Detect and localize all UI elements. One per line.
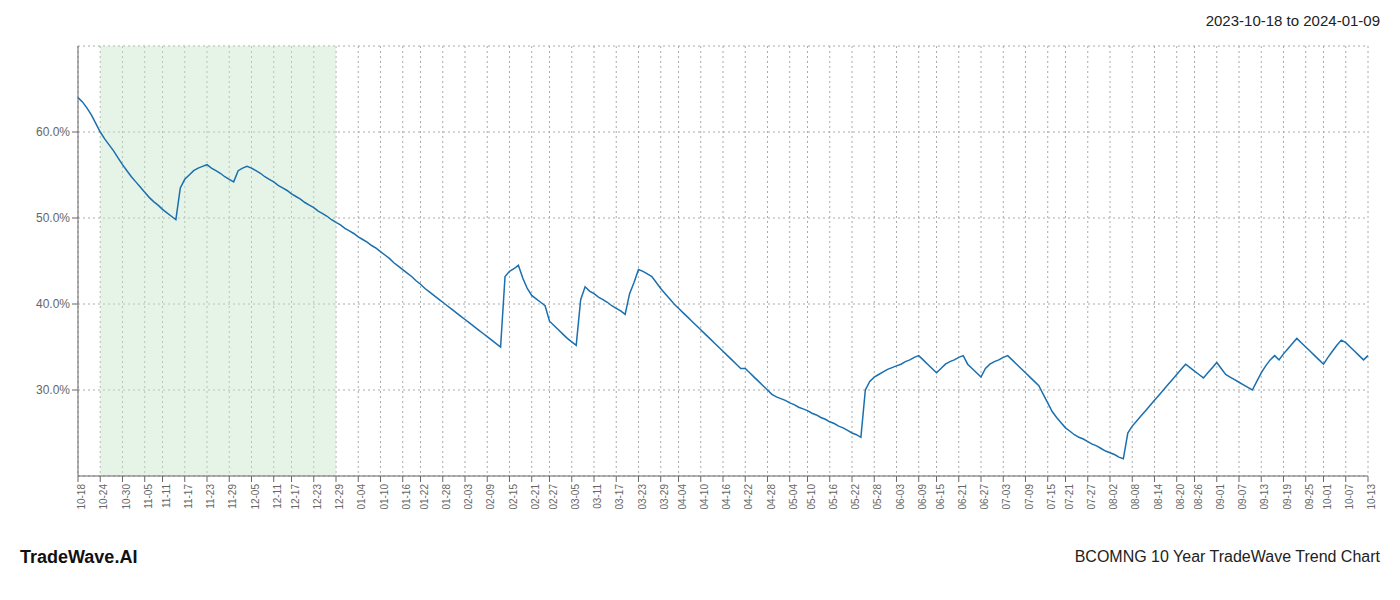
svg-text:50.0%: 50.0% [36, 211, 70, 225]
svg-text:07-15: 07-15 [1046, 484, 1057, 510]
svg-text:08-08: 08-08 [1130, 484, 1141, 510]
svg-text:10-07: 10-07 [1344, 484, 1355, 510]
svg-text:02-15: 02-15 [508, 484, 519, 510]
svg-text:08-20: 08-20 [1175, 484, 1186, 510]
svg-text:01-10: 01-10 [379, 484, 390, 510]
svg-text:04-10: 04-10 [699, 484, 710, 510]
svg-text:05-04: 05-04 [788, 484, 799, 510]
svg-text:09-07: 09-07 [1237, 484, 1248, 510]
svg-text:01-04: 01-04 [356, 484, 367, 510]
svg-text:09-19: 09-19 [1282, 484, 1293, 510]
svg-text:04-28: 04-28 [766, 484, 777, 510]
svg-text:12-05: 12-05 [250, 484, 261, 510]
svg-text:06-27: 06-27 [979, 484, 990, 510]
svg-text:07-03: 07-03 [1001, 484, 1012, 510]
svg-text:04-16: 04-16 [721, 484, 732, 510]
svg-text:10-13: 10-13 [1366, 484, 1377, 510]
svg-text:10-30: 10-30 [121, 484, 132, 510]
svg-text:11-17: 11-17 [183, 484, 194, 509]
html-text:BCOMNG 10 Year TradeWave Trend: BCOMNG 10 Year TradeWave Trend Chart [1074, 548, 1380, 565]
svg-text:08-26: 08-26 [1193, 484, 1204, 510]
svg-text:02-03: 02-03 [463, 484, 474, 510]
svg-text:60.0%: 60.0% [36, 125, 70, 139]
svg-text:01-28: 01-28 [441, 484, 452, 510]
svg-text:04-22: 04-22 [743, 484, 754, 510]
svg-text:08-02: 08-02 [1108, 484, 1119, 510]
svg-text:02-09: 02-09 [485, 484, 496, 510]
svg-text:06-15: 06-15 [935, 484, 946, 510]
svg-text:06-21: 06-21 [957, 484, 968, 510]
svg-text:06-03: 06-03 [895, 484, 906, 510]
svg-text:10-24: 10-24 [98, 484, 109, 510]
html-text:2023-10-18 to 2024-01-09: 2023-10-18 to 2024-01-09 [1205, 12, 1380, 29]
svg-text:05-22: 05-22 [850, 484, 861, 510]
svg-text:10-18: 10-18 [76, 484, 87, 510]
svg-text:07-21: 07-21 [1064, 484, 1075, 510]
svg-text:02-27: 02-27 [548, 484, 559, 510]
html-text:TradeWave.AI: TradeWave.AI [20, 546, 138, 567]
svg-text:30.0%: 30.0% [36, 383, 70, 397]
svg-text:07-27: 07-27 [1086, 484, 1097, 510]
svg-text:12-11: 12-11 [272, 484, 283, 509]
svg-text:05-10: 05-10 [806, 484, 817, 510]
svg-text:03-05: 03-05 [570, 484, 581, 510]
svg-text:02-21: 02-21 [530, 484, 541, 510]
svg-text:06-09: 06-09 [917, 484, 928, 510]
svg-text:12-23: 12-23 [312, 484, 323, 510]
svg-text:01-22: 01-22 [419, 484, 430, 510]
svg-text:03-29: 03-29 [659, 484, 670, 510]
svg-text:09-25: 09-25 [1304, 484, 1315, 510]
svg-text:01-16: 01-16 [401, 484, 412, 510]
svg-text:11-05: 11-05 [143, 484, 154, 509]
svg-text:11-23: 11-23 [205, 484, 216, 509]
svg-text:05-16: 05-16 [828, 484, 839, 510]
svg-text:09-01: 09-01 [1215, 484, 1226, 510]
svg-text:09-13: 09-13 [1259, 484, 1270, 510]
svg-text:11-11: 11-11 [161, 484, 172, 509]
svg-text:05-28: 05-28 [872, 484, 883, 510]
svg-text:11-29: 11-29 [227, 484, 238, 509]
svg-text:07-09: 07-09 [1024, 484, 1035, 510]
svg-text:08-14: 08-14 [1153, 484, 1164, 510]
svg-text:04-04: 04-04 [677, 484, 688, 510]
svg-text:10-01: 10-01 [1322, 484, 1333, 510]
svg-text:03-11: 03-11 [592, 484, 603, 509]
svg-text:12-29: 12-29 [334, 484, 345, 510]
svg-text:03-17: 03-17 [614, 484, 625, 510]
svg-text:03-23: 03-23 [637, 484, 648, 510]
svg-text:40.0%: 40.0% [36, 297, 70, 311]
svg-text:12-17: 12-17 [290, 484, 301, 510]
